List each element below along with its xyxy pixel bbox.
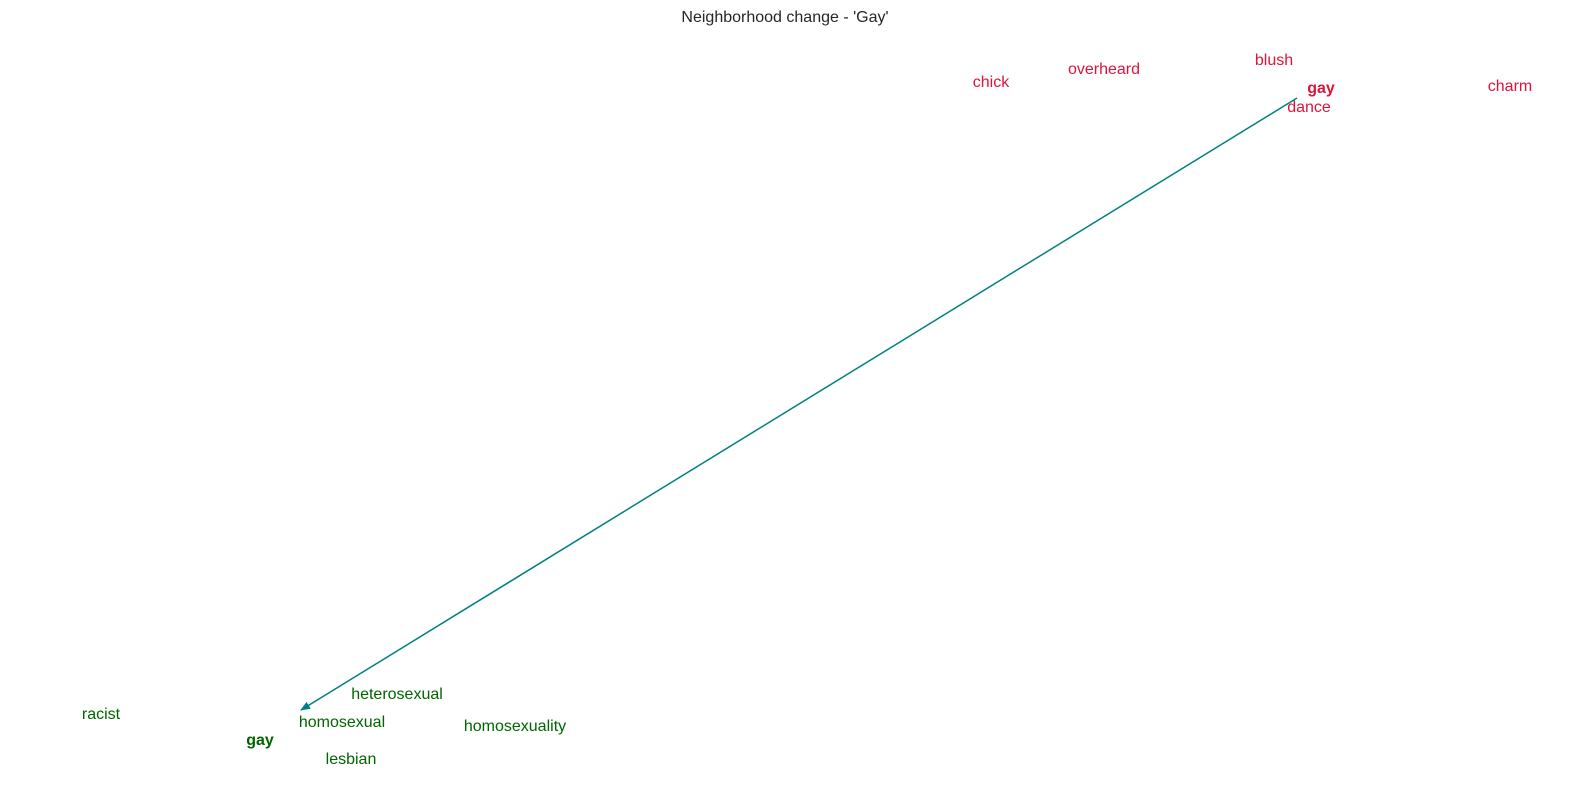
old-word-charm: charm (1488, 78, 1532, 95)
semantic-shift-arrow (300, 97, 1298, 711)
new-word-lesbian: lesbian (326, 751, 377, 768)
old-word-dance: dance (1287, 99, 1331, 116)
old-word-chick: chick (973, 74, 1010, 91)
old-word-blush: blush (1255, 52, 1293, 69)
new-word-homosexual: homosexual (299, 714, 385, 731)
new-word-heterosexual: heterosexual (351, 686, 443, 703)
new-word-homosexuality: homosexuality (464, 718, 566, 735)
new-word-gay: gay (246, 732, 274, 749)
old-word-overheard: overheard (1068, 61, 1140, 78)
new-word-racist: racist (82, 706, 121, 723)
old-word-gay: gay (1307, 80, 1335, 97)
word-labels: chick overheard blush gay dance charm heterose… (82, 52, 1532, 768)
chart-title: Neighborhood change - 'Gay' (681, 9, 888, 26)
